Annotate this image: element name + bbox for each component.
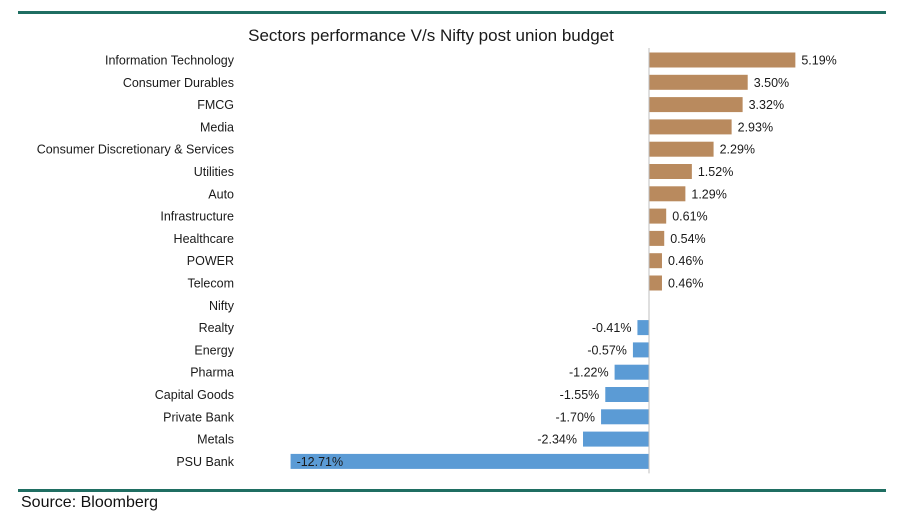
category-label-power: POWER — [187, 254, 234, 268]
bar-private-bank — [601, 409, 649, 425]
bar-energy — [632, 342, 649, 358]
bar-power — [649, 253, 662, 269]
value-label-information-technology: 5.19% — [801, 54, 836, 68]
category-label-media: Media — [200, 120, 234, 134]
value-label-private-bank: -1.70% — [555, 410, 595, 424]
value-label-utilities: 1.52% — [698, 165, 733, 179]
bar-utilities — [649, 164, 692, 179]
bar-consumer-durables — [649, 74, 748, 90]
category-label-infrastructure: Infrastructure — [160, 210, 234, 224]
bar-media — [649, 119, 732, 135]
bar-metals — [583, 431, 649, 447]
bar-information-technology — [649, 52, 796, 68]
category-label-capital-goods: Capital Goods — [155, 388, 234, 402]
bar-realty — [637, 320, 649, 336]
value-label-realty: -0.41% — [592, 321, 632, 335]
bar-telecom — [649, 275, 662, 291]
category-label-metals: Metals — [197, 433, 234, 447]
category-label-telecom: Telecom — [187, 277, 234, 291]
bar-healthcare — [649, 230, 665, 246]
bar-auto — [649, 186, 686, 202]
value-label-energy: -0.57% — [587, 343, 627, 357]
category-label-psu-bank: PSU Bank — [176, 455, 234, 469]
category-label-nifty: Nifty — [209, 299, 235, 313]
category-label-fmcg: FMCG — [197, 98, 234, 112]
category-label-information-technology: Information Technology — [105, 54, 235, 68]
category-label-consumer-durables: Consumer Durables — [123, 76, 234, 90]
value-label-power: 0.46% — [668, 254, 703, 268]
bottom-rule — [18, 489, 886, 492]
bar-consumer-discretionary-services — [649, 141, 714, 157]
bar-infrastructure — [649, 208, 667, 224]
bar-fmcg — [649, 97, 743, 113]
category-label-utilities: Utilities — [194, 165, 234, 179]
value-label-pharma: -1.22% — [569, 366, 609, 380]
value-label-auto: 1.29% — [691, 187, 726, 201]
value-label-infrastructure: 0.61% — [672, 210, 707, 224]
bar-psu-bank — [290, 453, 649, 469]
category-label-auto: Auto — [208, 187, 234, 201]
value-label-media: 2.93% — [738, 120, 773, 134]
bar-capital-goods — [605, 387, 649, 402]
category-label-realty: Realty — [199, 321, 235, 335]
value-label-telecom: 0.46% — [668, 277, 703, 291]
value-label-metals: -2.34% — [537, 433, 577, 447]
category-label-energy: Energy — [194, 343, 234, 357]
value-label-capital-goods: -1.55% — [560, 388, 600, 402]
category-label-consumer-discretionary-services: Consumer Discretionary & Services — [37, 143, 234, 157]
source-note: Source: Bloomberg — [21, 494, 158, 511]
value-label-consumer-durables: 3.50% — [754, 76, 789, 90]
chart-title: Sectors performance V/s Nifty post union… — [248, 26, 614, 45]
value-label-fmcg: 3.32% — [749, 98, 784, 112]
value-label-consumer-discretionary-services: 2.29% — [720, 143, 755, 157]
value-label-healthcare: 0.54% — [670, 232, 705, 246]
category-label-pharma: Pharma — [190, 366, 234, 380]
category-label-healthcare: Healthcare — [174, 232, 234, 246]
value-label-psu-bank: -12.71% — [297, 455, 344, 469]
top-rule — [18, 11, 886, 14]
bar-pharma — [614, 364, 649, 380]
category-label-private-bank: Private Bank — [163, 410, 235, 424]
